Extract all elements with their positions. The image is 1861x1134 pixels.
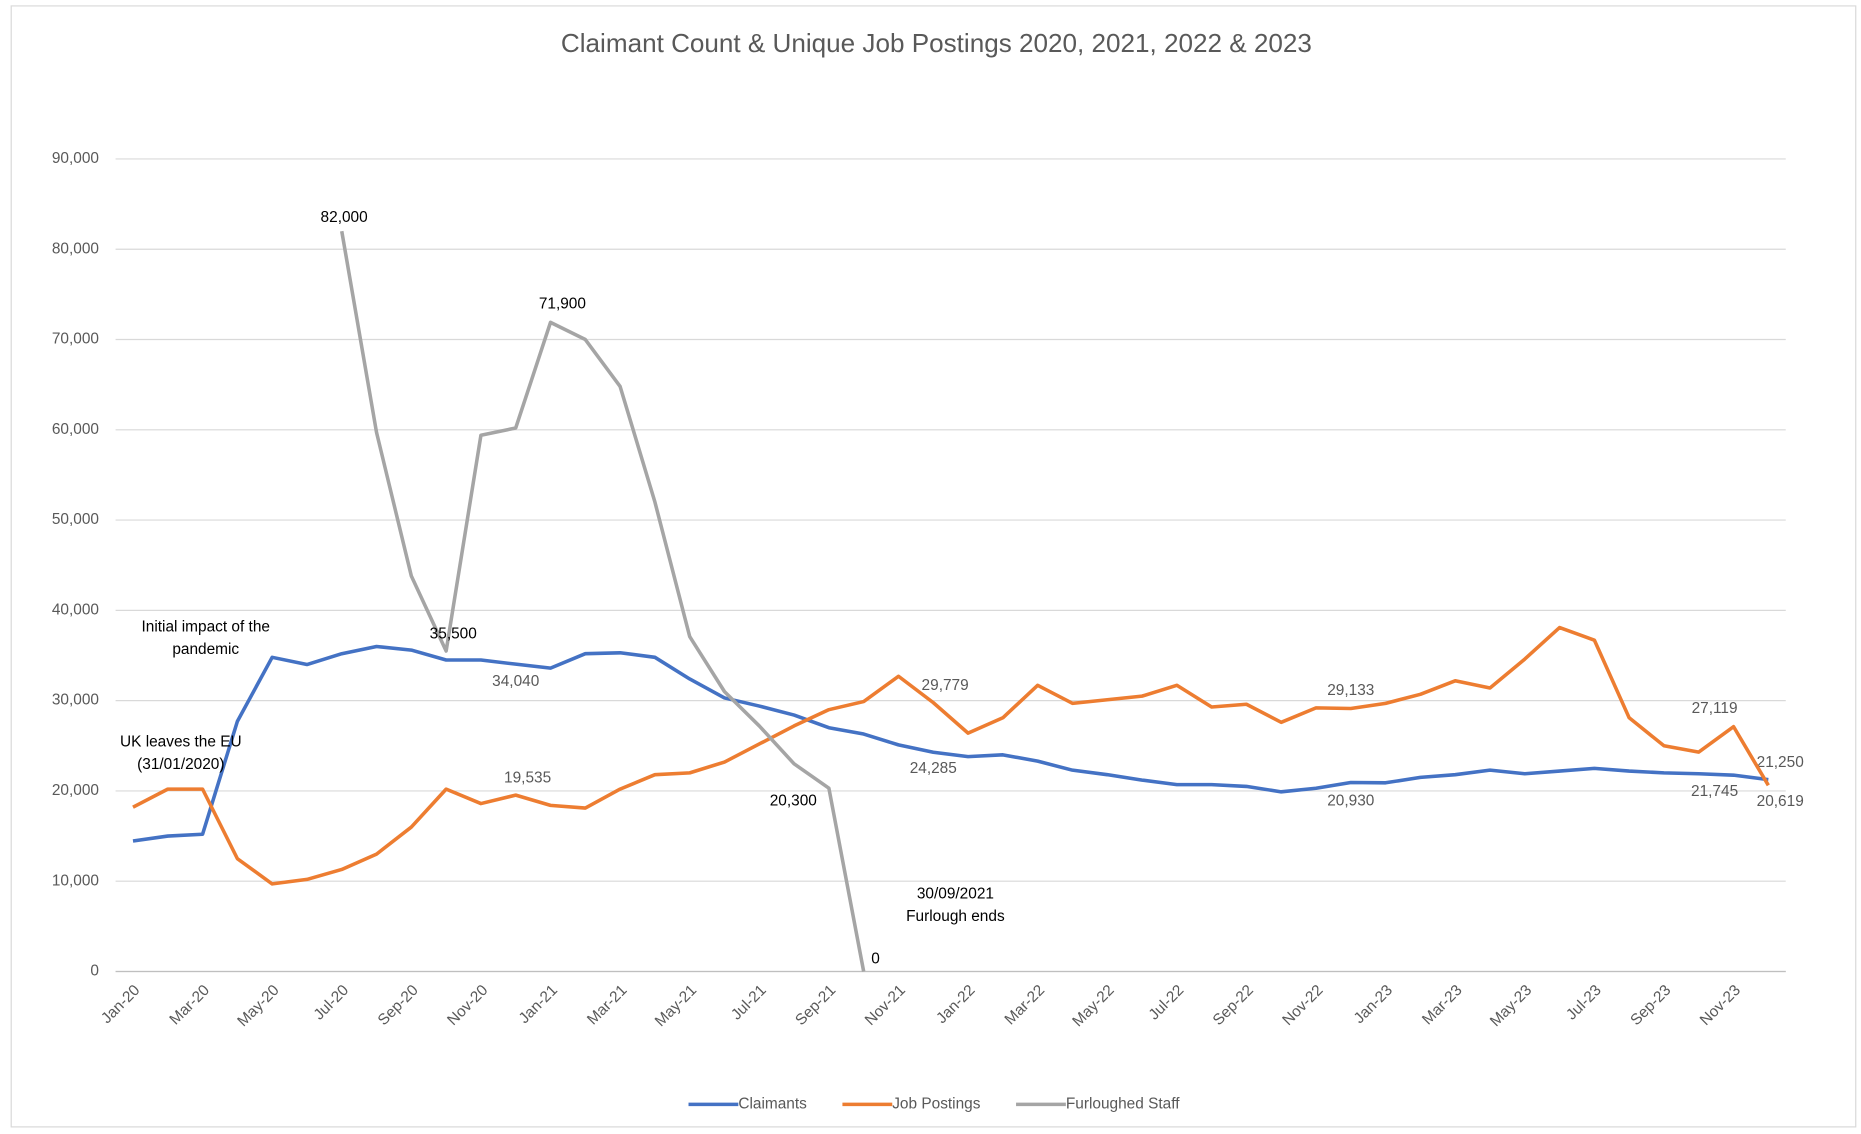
series-line: [340, 230, 866, 972]
data-label: 20,619: [1757, 793, 1804, 810]
y-tick-label: 20,000: [52, 782, 99, 799]
chart-title: Claimant Count & Unique Job Postings 202…: [561, 28, 1312, 58]
data-label: 0: [871, 951, 880, 968]
data-label: 34,040: [492, 673, 539, 690]
data-label: 21,250: [1757, 754, 1804, 771]
data-label: 27,119: [1692, 700, 1738, 717]
y-tick-label: 30,000: [52, 692, 99, 709]
y-tick-label: 50,000: [52, 511, 99, 528]
series-line: [132, 644, 1769, 843]
y-tick-label: 70,000: [52, 331, 99, 348]
y-tick-label: 90,000: [52, 150, 99, 167]
y-tick-label: 80,000: [52, 240, 99, 257]
data-label: 20,300: [770, 792, 817, 809]
legend-label: Job Postings: [892, 1095, 981, 1112]
chart-frame: [10, 5, 1857, 1128]
data-label: 82,000: [321, 209, 368, 226]
legend-label: Furloughed Staff: [1066, 1095, 1180, 1112]
annotation: UK leaves the EU: [120, 734, 242, 751]
annotation: (31/01/2020): [137, 756, 224, 773]
data-label: 29,133: [1327, 682, 1374, 699]
data-label: 24,285: [910, 760, 957, 777]
annotation: 30/09/2021: [917, 885, 994, 902]
y-tick-label: 0: [90, 963, 99, 980]
data-label: 29,779: [922, 677, 969, 694]
data-label: 19,535: [504, 770, 551, 787]
annotation: Initial impact of the: [142, 619, 270, 636]
y-tick-label: 60,000: [52, 421, 99, 438]
data-label: 35,500: [430, 625, 477, 642]
data-label: 21,745: [1691, 783, 1738, 800]
data-label: 20,930: [1327, 793, 1374, 810]
legend-label: Claimants: [738, 1095, 807, 1112]
annotation: Furlough ends: [906, 908, 1005, 925]
y-tick-label: 40,000: [52, 601, 99, 618]
series-line: [132, 625, 1770, 886]
y-tick-label: 10,000: [52, 872, 99, 889]
data-label: 71,900: [539, 296, 586, 313]
annotation: pandemic: [172, 641, 239, 658]
